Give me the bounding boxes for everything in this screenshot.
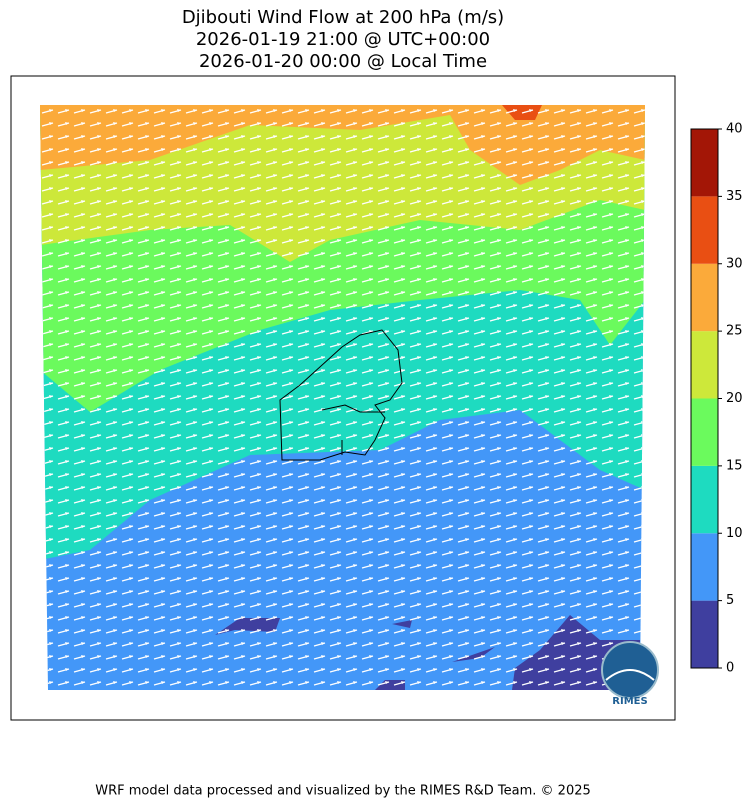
map-frame (10, 75, 676, 721)
wind-vectors (40, 105, 645, 690)
footer: WRF model data processed and visualized … (95, 784, 591, 799)
colorbar-tick-label: 35 (726, 189, 743, 204)
colorbar-tick-label: 40 (726, 122, 743, 137)
colorbar-tick-label: 0 (726, 661, 734, 676)
colorbar-band (691, 331, 718, 399)
colorbar-band (691, 196, 718, 264)
colorbar-tick-label: 10 (726, 526, 743, 541)
colorbar: 0 5 10 15 20 25 30 35 40 (690, 122, 743, 676)
djibouti-border (279, 329, 403, 461)
logo-text: RIMES (612, 696, 647, 707)
colorbar-band (691, 600, 718, 668)
colorbar-tick-label: 30 (726, 256, 743, 271)
title-line: Djibouti Wind Flow at 200 hPa (m/s) (182, 7, 504, 28)
colorbar-tick-label: 5 (726, 593, 734, 608)
colorbar-band (691, 398, 718, 466)
title-line: 2026-01-19 21:00 @ UTC+00:00 (196, 29, 490, 50)
logo: RIMES (601, 641, 659, 707)
title-line: 2026-01-20 00:00 @ Local Time (199, 51, 487, 72)
colorbar-band (691, 533, 718, 601)
colorbar-band (691, 129, 718, 197)
colorbar-band (691, 263, 718, 332)
map (40, 105, 645, 690)
colorbar-tick-label: 25 (726, 324, 743, 339)
colorbar-tick-label: 15 (726, 458, 743, 473)
colorbar-tick-label: 20 (726, 391, 743, 406)
colorbar-band (691, 465, 718, 534)
